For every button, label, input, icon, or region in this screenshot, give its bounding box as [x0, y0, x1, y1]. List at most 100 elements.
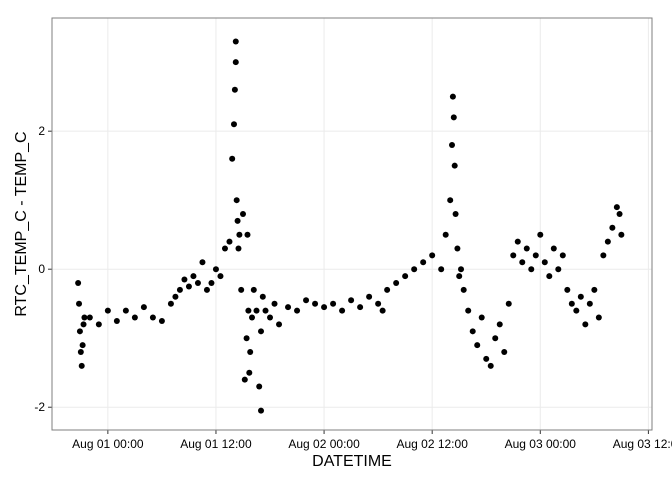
point — [478, 314, 485, 321]
point — [573, 307, 580, 314]
point — [447, 197, 454, 204]
point — [375, 300, 382, 307]
point — [537, 231, 544, 238]
point — [501, 349, 508, 356]
point — [262, 307, 269, 314]
point — [429, 252, 436, 259]
point — [76, 328, 83, 335]
point — [199, 259, 206, 266]
point — [239, 210, 246, 217]
point — [185, 283, 192, 290]
point — [241, 376, 248, 383]
point — [267, 314, 274, 321]
point — [379, 307, 386, 314]
y-tick-label: -2 — [34, 400, 45, 414]
point — [550, 245, 557, 252]
point — [233, 197, 240, 204]
point — [450, 114, 457, 121]
point — [217, 273, 224, 280]
point — [384, 286, 391, 293]
y-axis-label: RTC_TEMP_C - TEMP_C — [13, 131, 30, 316]
plot-background — [52, 18, 652, 430]
point — [208, 280, 215, 287]
point — [546, 273, 553, 280]
point — [528, 266, 535, 273]
point — [190, 273, 197, 280]
point — [231, 86, 238, 93]
point — [78, 362, 85, 369]
point — [487, 362, 494, 369]
point — [339, 307, 346, 314]
point — [456, 273, 463, 280]
point — [104, 307, 111, 314]
point — [76, 300, 83, 307]
point — [203, 286, 210, 293]
point — [582, 321, 589, 328]
point — [366, 293, 373, 300]
x-axis-label: DATETIME — [312, 453, 392, 470]
point — [149, 314, 156, 321]
point — [541, 259, 548, 266]
point — [226, 238, 233, 245]
point — [75, 280, 82, 287]
point — [303, 297, 310, 304]
point — [442, 231, 449, 238]
point — [483, 355, 490, 362]
point — [411, 266, 418, 273]
point — [420, 259, 427, 266]
point — [259, 293, 266, 300]
point — [616, 210, 623, 217]
point — [249, 314, 255, 321]
point — [514, 238, 521, 245]
point — [235, 245, 242, 252]
point — [449, 93, 456, 100]
point — [140, 304, 147, 311]
point — [449, 141, 455, 148]
x-tick-label: Aug 02 00:00 — [288, 437, 360, 451]
point — [510, 252, 517, 259]
point — [604, 238, 611, 245]
point — [330, 300, 337, 307]
point — [586, 300, 593, 307]
point — [600, 252, 607, 259]
x-tick-label: Aug 02 12:00 — [396, 437, 468, 451]
point — [79, 342, 86, 349]
point — [285, 304, 292, 311]
point — [258, 407, 265, 414]
point — [568, 300, 575, 307]
point — [194, 280, 201, 287]
point — [158, 317, 165, 324]
point — [77, 349, 84, 356]
point — [591, 286, 598, 293]
point — [212, 266, 219, 273]
point — [532, 252, 539, 259]
point — [86, 314, 93, 321]
point — [492, 335, 499, 342]
point — [393, 280, 400, 287]
point — [452, 210, 459, 217]
x-tick-label: Aug 03 12:00 — [613, 437, 672, 451]
point — [465, 307, 472, 314]
point — [451, 162, 458, 169]
point — [236, 231, 243, 238]
point — [348, 297, 355, 304]
point — [555, 266, 562, 273]
point — [221, 245, 228, 252]
point — [258, 328, 265, 335]
point — [609, 224, 616, 231]
point — [294, 307, 301, 314]
y-tick-label: 2 — [38, 124, 45, 138]
point — [454, 245, 461, 252]
point — [81, 314, 88, 321]
point — [232, 38, 239, 45]
point — [559, 252, 566, 259]
point — [245, 307, 252, 314]
point — [577, 293, 584, 300]
point — [458, 266, 465, 273]
point — [460, 286, 467, 293]
point — [250, 286, 257, 293]
point — [247, 349, 254, 356]
point — [131, 314, 138, 321]
x-tick-label: Aug 03 00:00 — [505, 437, 577, 451]
